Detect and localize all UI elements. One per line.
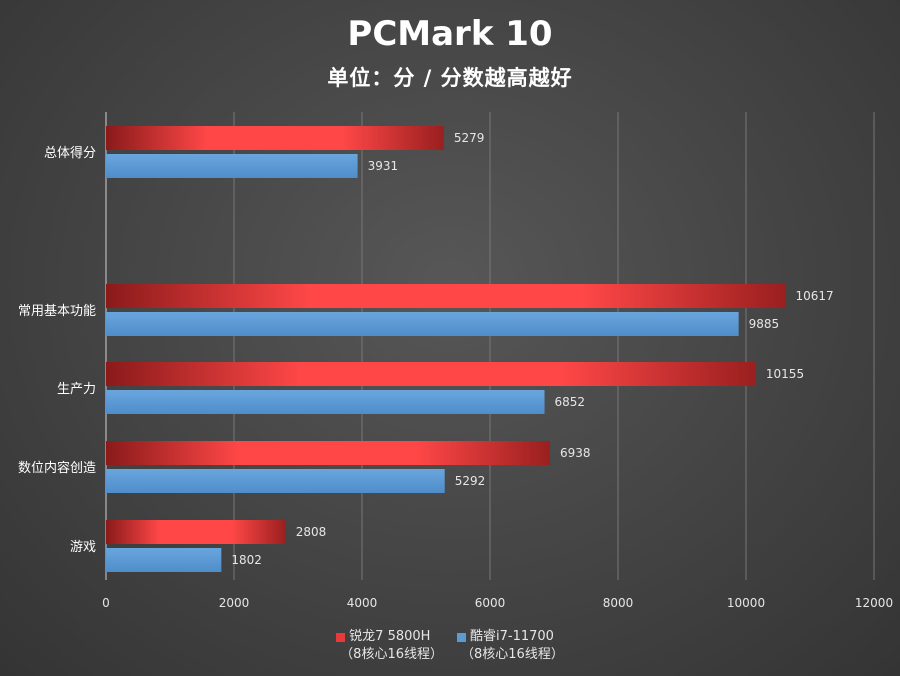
- legend-sublabel: （8核心16线程）: [340, 647, 443, 662]
- bar-value-label: 10617: [795, 289, 833, 303]
- bar-series-1: [106, 441, 551, 465]
- bar-series-2: [106, 154, 358, 178]
- bar-value-label: 1802: [231, 553, 262, 567]
- x-tick-label: 8000: [603, 596, 634, 610]
- legend-item-series-1: 锐龙7 5800H （8核心16线程）: [336, 628, 443, 664]
- gridlines: [105, 112, 875, 580]
- bar-series-2: [106, 469, 445, 493]
- x-tick-label: 6000: [475, 596, 506, 610]
- legend-sublabel: （8核心16线程）: [461, 647, 564, 662]
- legend-label: 锐龙7 5800H: [349, 629, 431, 644]
- legend-swatch-blue: [457, 632, 466, 642]
- bar-series-1: [106, 520, 286, 544]
- bar-value-label: 10155: [766, 367, 804, 381]
- x-tick-label: 0: [102, 596, 110, 610]
- category-label: 游戏: [70, 540, 96, 555]
- legend: 锐龙7 5800H （8核心16线程） 酷睿i7-11700 （8核心16线程）: [0, 628, 900, 664]
- legend-label: 酷睿i7-11700: [470, 629, 554, 644]
- category-label: 常用基本功能: [18, 304, 96, 319]
- bar-value-label: 5292: [455, 474, 486, 488]
- bar-value-label: 5279: [454, 131, 485, 145]
- bar-series-1: [106, 284, 786, 308]
- bar-value-label: 9885: [749, 317, 780, 331]
- chart-subtitle: 单位：分 / 分数越高越好: [327, 66, 573, 90]
- category-label: 生产力: [57, 382, 96, 397]
- bar-value-label: 6938: [560, 446, 591, 460]
- bar-value-label: 2808: [296, 525, 327, 539]
- x-tick-label: 10000: [727, 596, 765, 610]
- bar-series-1: [106, 362, 756, 386]
- legend-swatch-red: [336, 632, 346, 642]
- legend-item-series-2: 酷睿i7-11700 （8核心16线程）: [457, 628, 564, 664]
- category-label: 总体得分: [44, 145, 96, 161]
- x-tick-label: 4000: [347, 596, 378, 610]
- bars: [106, 126, 786, 572]
- bar-series-1: [106, 126, 444, 150]
- x-tick-label: 2000: [219, 596, 250, 610]
- category-label: 数位内容创造: [18, 460, 96, 476]
- bar-series-2: [106, 312, 739, 336]
- x-tick-label: 12000: [855, 596, 893, 610]
- labels: 0 2000 4000 6000 8000 10000 12000 5279 3931 总体得分 1…: [18, 131, 893, 610]
- bar-series-2: [106, 390, 545, 414]
- chart-title: PCMark 10: [347, 14, 553, 54]
- bar-value-label: 3931: [368, 159, 399, 173]
- bar-value-label: 6852: [555, 395, 586, 409]
- bar-series-2: [106, 548, 222, 572]
